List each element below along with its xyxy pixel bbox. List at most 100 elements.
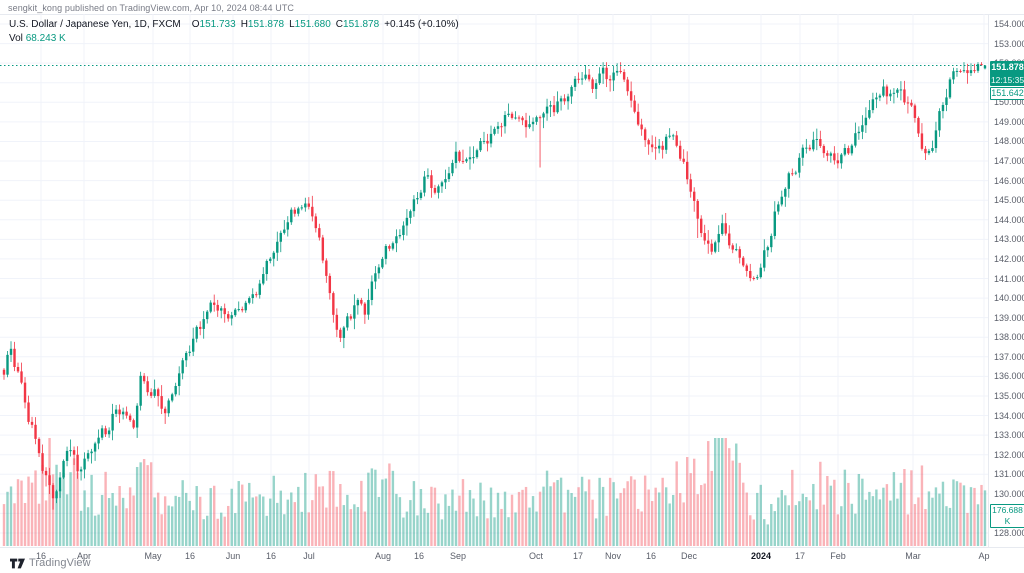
candle-body xyxy=(615,70,619,73)
volume-bar xyxy=(791,469,794,546)
candle-body xyxy=(931,148,934,151)
volume-bar xyxy=(780,490,783,546)
volume-bar xyxy=(510,494,514,546)
candle-body xyxy=(657,145,661,149)
candle-body xyxy=(731,245,734,250)
tradingview-logo-icon xyxy=(10,558,25,568)
volume-bar xyxy=(556,480,559,546)
prev-close-label: 151.642 xyxy=(990,86,1024,100)
volume-bar xyxy=(535,511,538,546)
candle-body xyxy=(419,192,423,198)
candle-body xyxy=(454,151,458,163)
volume-bar xyxy=(163,496,167,546)
candle-body xyxy=(507,113,510,116)
volume-bar xyxy=(913,504,917,546)
candle-body xyxy=(724,223,727,234)
volume-bar xyxy=(142,459,146,546)
volume-bar xyxy=(798,501,801,546)
time-axis-tick: 16 xyxy=(35,551,47,561)
volume-bar xyxy=(482,500,486,546)
candle-body xyxy=(177,373,181,387)
candle-body xyxy=(83,458,86,470)
candle-body xyxy=(244,302,247,311)
volume-bar xyxy=(374,469,377,546)
candle-body xyxy=(854,133,857,146)
candle-body xyxy=(23,382,27,403)
candle-body xyxy=(100,428,104,438)
volume-bar xyxy=(580,476,584,546)
volume-bar xyxy=(332,471,335,546)
candle-body xyxy=(735,249,738,251)
volume-bar xyxy=(202,519,205,546)
price-axis-tick: 146.000 xyxy=(994,175,1024,186)
volume-bar xyxy=(952,479,955,546)
volume-bar xyxy=(920,465,924,546)
candle-body xyxy=(353,305,356,319)
volume-bar xyxy=(843,469,847,546)
time-axis-tick: 16 xyxy=(184,551,196,561)
volume-bar xyxy=(654,487,657,546)
candle-body xyxy=(349,316,353,319)
volume-bar xyxy=(507,517,510,546)
volume-bar xyxy=(251,497,254,546)
candle-body xyxy=(594,83,598,89)
volume-bar xyxy=(777,497,780,546)
candle-body xyxy=(377,267,381,274)
candle-body xyxy=(213,302,216,305)
volume-bar xyxy=(826,476,829,546)
candle-body xyxy=(626,79,629,92)
candle-body xyxy=(728,233,731,246)
volume-bar xyxy=(738,462,741,546)
volume-bar xyxy=(269,498,272,546)
candle-body xyxy=(223,308,226,315)
volume-bar xyxy=(808,500,812,546)
candle-body xyxy=(503,115,507,127)
volume-bar xyxy=(917,497,920,546)
volume-bar xyxy=(367,472,370,546)
volume-bar xyxy=(30,482,34,546)
candle-body xyxy=(745,265,748,271)
volume-bar xyxy=(524,486,528,546)
volume-bar xyxy=(962,485,966,546)
volume-bar xyxy=(356,507,360,546)
volume-bar xyxy=(370,468,374,546)
candle-body xyxy=(51,485,55,499)
price-axis[interactable]: 151.878 12:15:35 151.642 176.688 K 154.0… xyxy=(988,14,1024,548)
symbol-title[interactable]: U.S. Dollar / Japanese Yen, 1D, FXCM xyxy=(9,19,181,30)
tradingview-logo[interactable]: TradingView xyxy=(10,557,91,569)
volume-bar xyxy=(272,475,275,546)
candle-body xyxy=(230,315,233,319)
volume-bar xyxy=(700,485,703,546)
candle-body xyxy=(500,126,503,128)
volume-bar xyxy=(836,514,840,546)
volume-bar xyxy=(118,486,121,546)
volume-bar xyxy=(265,515,268,546)
candle-body xyxy=(664,136,668,150)
candle-body xyxy=(580,78,584,80)
volume-bar xyxy=(426,512,430,546)
candle-body xyxy=(647,140,650,145)
time-axis[interactable]: 16 Apr May 16 Jun 16 Jul Aug 16 Sep Oct 17 Nov 16 Dec 2… xyxy=(0,547,1024,565)
candle-body xyxy=(493,128,496,134)
volume-bar xyxy=(714,438,717,546)
volume-bar xyxy=(731,460,734,546)
volume-bar xyxy=(51,474,55,546)
candle-body xyxy=(906,102,910,104)
candle-body xyxy=(945,97,948,105)
candle-body xyxy=(321,237,325,261)
candle-body xyxy=(398,235,402,237)
volume-bar xyxy=(882,487,885,546)
volume-bar xyxy=(97,514,100,546)
chart-legend: U.S. Dollar / Japanese Yen, 1D, FXCM O151… xyxy=(9,18,459,45)
high-value: 151.878 xyxy=(247,19,285,30)
volume-bar xyxy=(2,504,6,546)
candle-body xyxy=(938,111,941,131)
header-divider xyxy=(0,14,1024,15)
candle-body xyxy=(142,375,146,382)
low-value: 151.680 xyxy=(294,19,331,30)
price-axis-tick: 134.000 xyxy=(994,410,1024,421)
volume-bar xyxy=(321,486,325,546)
candle-body xyxy=(934,130,938,149)
candle-body xyxy=(251,294,254,299)
